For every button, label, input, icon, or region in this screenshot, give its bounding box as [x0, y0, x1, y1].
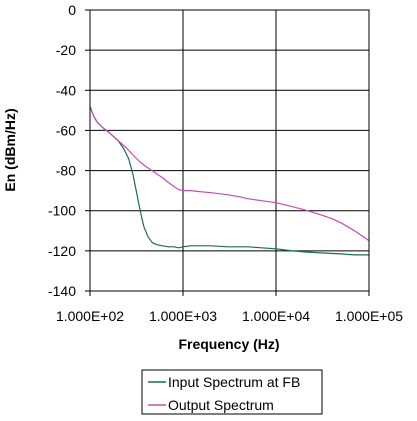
y-tick-label: -20 [56, 42, 76, 58]
y-tick-label: -80 [56, 163, 76, 179]
y-tick-label: 0 [68, 2, 76, 18]
plot-frame [89, 9, 370, 292]
series-line-output-spectrum [89, 106, 370, 242]
x-tick-label: 1.000E+05 [335, 308, 403, 324]
x-axis-label: Frequency (Hz) [178, 336, 279, 352]
grid [89, 9, 370, 292]
legend: Input Spectrum at FB Output Spectrum [141, 369, 323, 415]
x-tick-label: 1.000E+02 [56, 308, 124, 324]
x-tick-labels: 1.000E+02 1.000E+03 1.000E+04 1.000E+05 [56, 308, 403, 324]
y-tick-label: -60 [56, 122, 76, 138]
y-axis-label: En (dBm/Hz) [2, 108, 18, 191]
legend-label-output-spectrum: Output Spectrum [168, 397, 274, 413]
legend-box [141, 369, 323, 415]
y-tick-label: -140 [48, 283, 76, 299]
x-tick-label: 1.000E+04 [242, 308, 310, 324]
ticks [85, 9, 370, 296]
y-tick-label: -40 [56, 82, 76, 98]
x-tick-label: 1.000E+03 [149, 308, 217, 324]
y-tick-label: -100 [48, 203, 76, 219]
y-tick-label: -120 [48, 243, 76, 259]
series-layer [89, 106, 370, 256]
y-tick-labels: 0 -20 -40 -60 -80 -100 -120 -140 [48, 2, 76, 299]
series-line-input-spectrum [89, 106, 369, 256]
legend-label-input-spectrum: Input Spectrum at FB [168, 374, 300, 390]
